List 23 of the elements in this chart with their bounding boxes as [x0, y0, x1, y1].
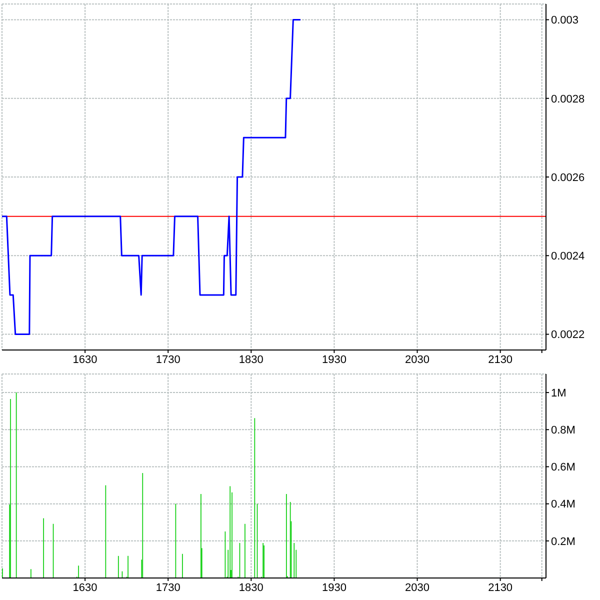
x-tick-label: 2030	[405, 582, 430, 594]
x-tick-label: 1830	[238, 582, 264, 594]
y-tick-label: 0.4M	[551, 498, 576, 511]
x-tick-label: 1730	[156, 582, 180, 594]
y-tick-label: 0.0028	[551, 93, 585, 106]
y-tick-label: 0.0026	[551, 172, 585, 184]
x-tick-label: 1630	[72, 582, 98, 594]
x-tick-label: 1930	[322, 354, 346, 366]
x-tick-label: 1630	[72, 354, 98, 366]
line-series	[2, 18, 302, 336]
y-tick-label: 0.2M	[551, 536, 576, 548]
y-tick-label: 1M	[551, 387, 566, 400]
x-tick-label: 2130	[488, 582, 513, 594]
x-tick-label: 1930	[322, 582, 346, 594]
y-tick-label: 0.0024	[551, 250, 585, 263]
x-tick-label: 1830	[238, 354, 264, 366]
x-tick-label: 2130	[488, 354, 513, 366]
y-tick-label: 0.8M	[551, 424, 576, 437]
y-tick-label: 0.6M	[551, 462, 576, 474]
x-tick-label: 2030	[405, 354, 430, 366]
y-tick-label: 0.0022	[551, 329, 585, 342]
x-tick-label: 1730	[156, 354, 180, 366]
y-tick-label: 0.003	[551, 14, 579, 27]
